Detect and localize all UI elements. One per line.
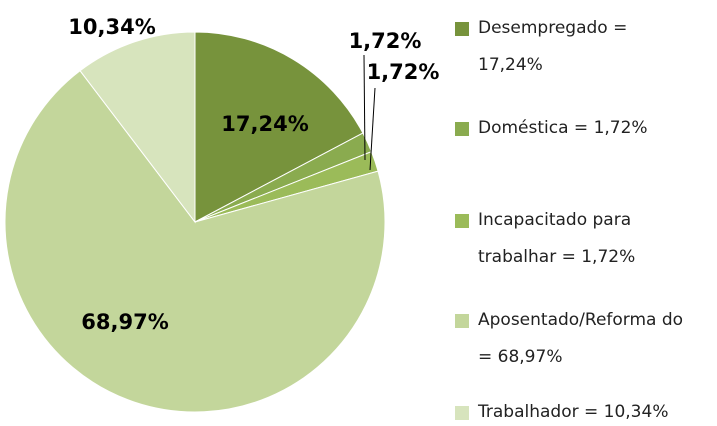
data-label: 1,72% <box>367 60 440 84</box>
leader-line <box>369 87 376 171</box>
data-label: 10,34% <box>68 15 155 39</box>
legend-swatch <box>455 22 469 36</box>
legend-label: Trabalhador = 10,34% <box>478 402 669 422</box>
legend-swatch <box>455 314 469 328</box>
legend-label: Desempregado = 17,24% <box>478 18 628 75</box>
legend-label: Aposentado/Reforma do = 68,97% <box>478 310 684 367</box>
data-label: 17,24% <box>221 112 308 136</box>
legend-label: Incapacitado para trabalhar = 1,72% <box>478 210 636 267</box>
legend-label: Doméstica = 1,72% <box>478 118 648 138</box>
legend-item: Desempregado = 17,24% <box>455 10 695 84</box>
legend-swatch <box>455 214 469 228</box>
pie-slice <box>4 70 386 413</box>
pie-slice <box>79 31 196 224</box>
legend-item: Incapacitado para trabalhar = 1,72% <box>455 202 695 276</box>
leader-line <box>363 54 366 161</box>
pie-slice <box>194 31 364 223</box>
legend-item: Doméstica = 1,72% <box>455 110 695 147</box>
legend-item: Aposentado/Reforma do = 68,97% <box>455 302 695 376</box>
legend-swatch <box>455 122 469 136</box>
data-label: 1,72% <box>349 29 422 53</box>
legend-swatch <box>455 406 469 420</box>
legend-item: Trabalhador = 10,34% <box>455 394 695 426</box>
data-label: 68,97% <box>81 310 168 334</box>
